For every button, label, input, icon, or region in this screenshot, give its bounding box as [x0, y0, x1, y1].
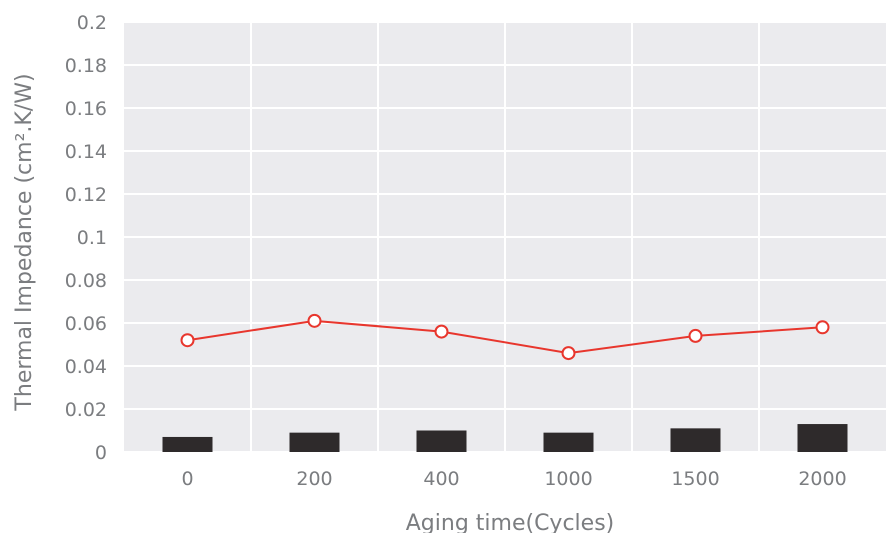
y-tick-label: 0.14 [65, 141, 107, 163]
y-tick-labels: 0 0.02 0.04 0.06 0.08 0.1 0.12 0.14 0.16 0.18 0.2 [65, 12, 107, 464]
bar [797, 424, 848, 452]
line-point [434, 324, 449, 339]
y-tick-label: 0.08 [65, 270, 107, 292]
y-tick-label: 0.12 [65, 184, 107, 206]
line-series [180, 313, 830, 361]
x-tick-label: 400 [423, 468, 459, 490]
y-tick-label: 0.04 [65, 356, 107, 378]
y-tick-label: 0.16 [65, 98, 107, 120]
line-point [815, 320, 830, 335]
bar-series [162, 424, 848, 452]
y-tick-label: 0.02 [65, 399, 107, 421]
y-tick-label: 0.18 [65, 55, 107, 77]
y-tick-label: 0.2 [77, 12, 107, 34]
bar [670, 428, 721, 452]
bar [543, 432, 594, 452]
line-point [561, 346, 576, 361]
x-axis-title: Aging time(Cycles) [406, 511, 614, 533]
y-tick-label: 0.1 [77, 227, 107, 249]
line-point [180, 333, 195, 348]
line-point [307, 313, 322, 328]
bar [162, 436, 213, 452]
x-tick-labels: 0 200 400 1000 1500 2000 [181, 468, 846, 490]
x-tick-label: 1000 [544, 468, 592, 490]
y-tick-label: 0 [95, 442, 107, 464]
series-line [187, 319, 823, 355]
grid [124, 21, 886, 453]
bar [289, 432, 340, 452]
line-point [688, 328, 703, 343]
x-tick-label: 200 [296, 468, 332, 490]
x-tick-label: 0 [181, 468, 193, 490]
y-axis-title: Thermal Impedance (cm².K/W) [12, 73, 37, 411]
y-tick-label: 0.06 [65, 313, 107, 335]
bar [416, 430, 467, 452]
x-tick-label: 1500 [671, 468, 719, 490]
x-tick-label: 2000 [798, 468, 846, 490]
